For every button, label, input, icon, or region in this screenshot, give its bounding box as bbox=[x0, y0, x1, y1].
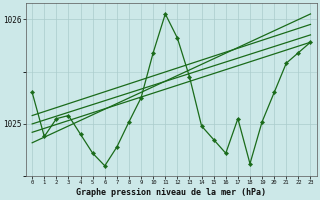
X-axis label: Graphe pression niveau de la mer (hPa): Graphe pression niveau de la mer (hPa) bbox=[76, 188, 266, 197]
